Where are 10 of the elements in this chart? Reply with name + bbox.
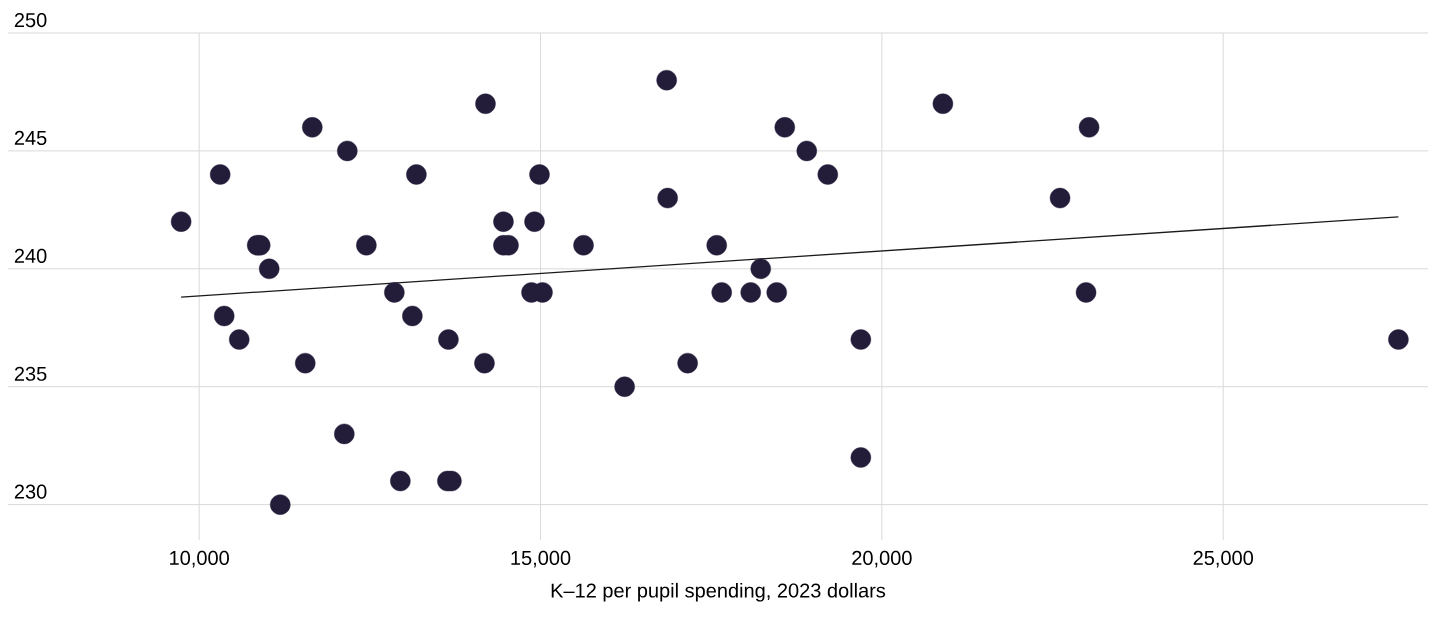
y-tick-label: 250 bbox=[14, 12, 47, 28]
x-axis-title: K–12 per pupil spending, 2023 dollars bbox=[551, 582, 886, 602]
x-tick-label: 20,000 bbox=[852, 550, 912, 568]
y-tick-label: 240 bbox=[14, 248, 47, 263]
y-tick-label: 230 bbox=[14, 484, 47, 499]
y-tick-label: 235 bbox=[14, 366, 47, 381]
x-tick-label: 10,000 bbox=[170, 550, 229, 568]
x-tick-label: 25,000 bbox=[1193, 550, 1254, 568]
x-tick-label: 15,000 bbox=[511, 550, 571, 568]
y-tick-label: 245 bbox=[14, 130, 47, 146]
